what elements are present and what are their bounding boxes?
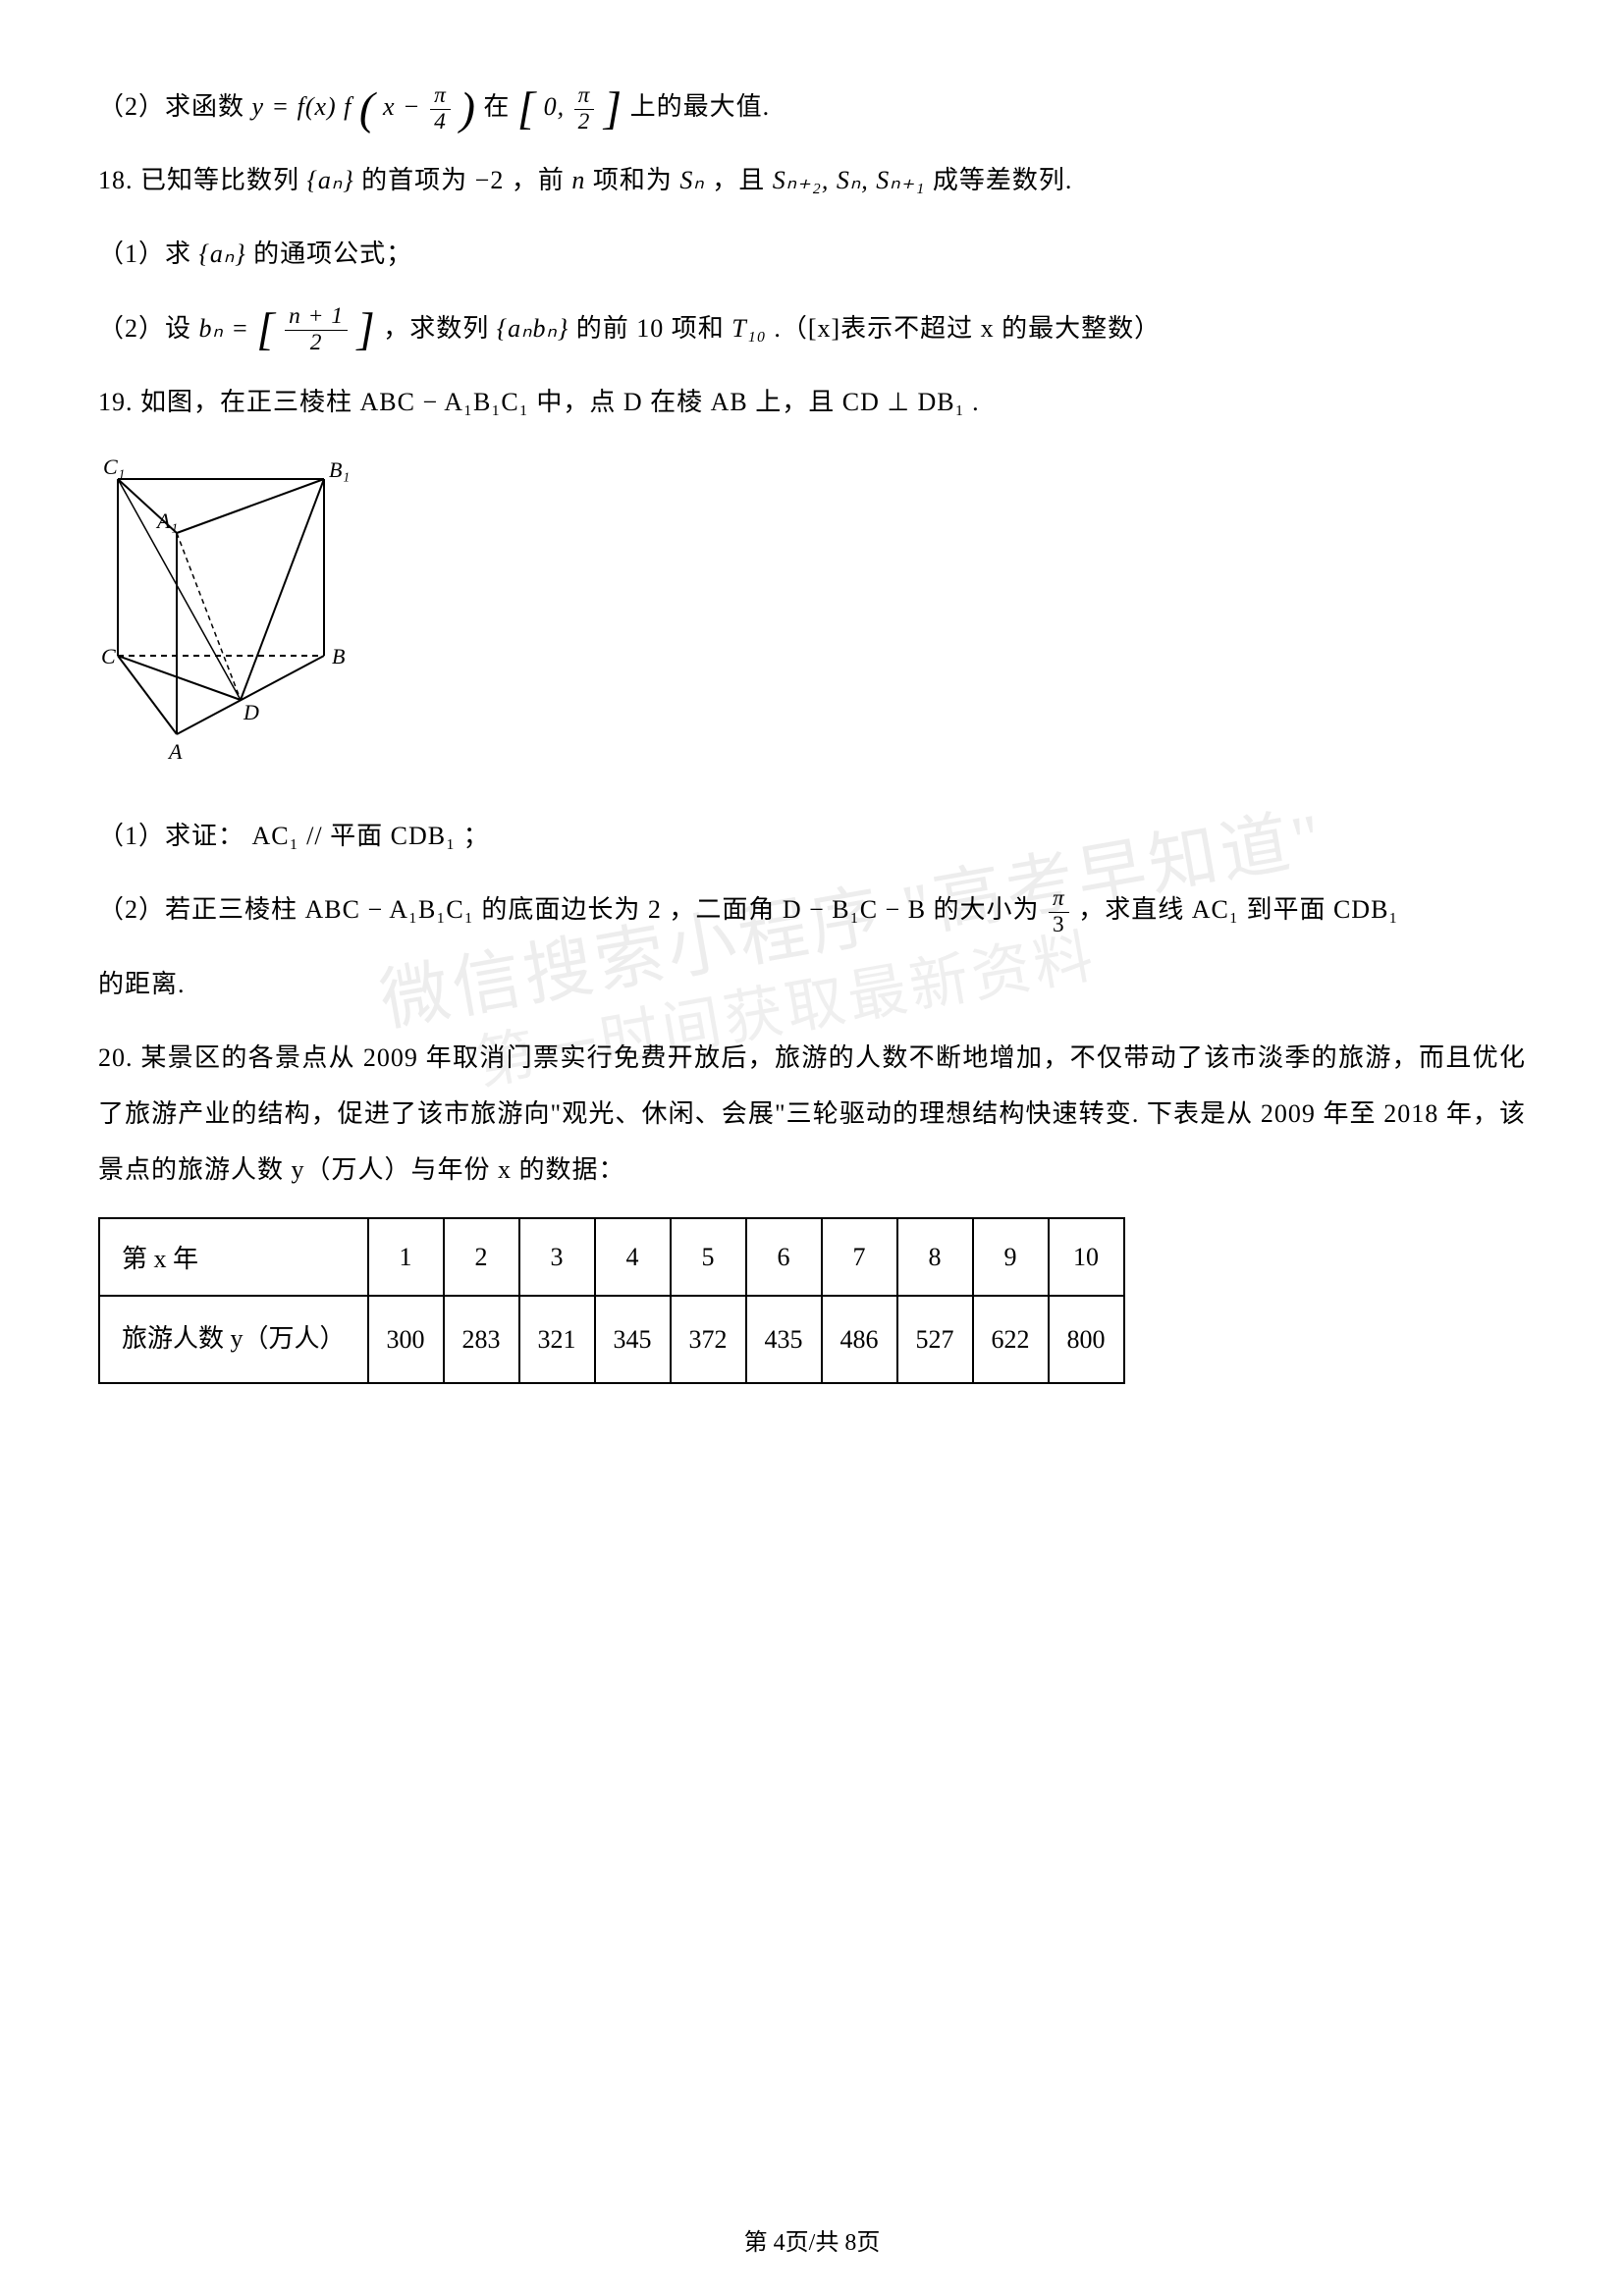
table-row-year: 第 x 年 1 2 3 4 5 6 7 8 9 10 — [99, 1218, 1124, 1296]
row2-header: 旅游人数 y（万人） — [99, 1296, 368, 1383]
table-row-values: 旅游人数 y（万人） 300 283 321 345 372 435 486 5… — [99, 1296, 1124, 1383]
q18-intro: 18. 已知等比数列 {aₙ} 的首项为 −2 ，前 n 项和为 Sₙ ，且 S… — [98, 152, 1526, 208]
q18-part1: （1）求 {aₙ} 的通项公式； — [98, 226, 1526, 282]
interval: [ 0, π2 ] — [517, 92, 630, 121]
q20-intro: 20. 某景区的各景点从 2009 年取消门票实行免费开放后，旅游的人数不断地增… — [98, 1030, 1526, 1199]
page-footer: 第 4页/共 8页 — [0, 2222, 1624, 2257]
q19-intro: 19. 如图，在正三棱柱 ABC − A₁B₁C₁ 中，点 D 在棱 AB 上，… — [98, 374, 1526, 430]
q18-part2: （2）设 bₙ = [ n + 12 ] ，求数列 {aₙbₙ} 的前 10 项… — [98, 300, 1526, 356]
q17-2-expr: y = f(x) f ( x − π4 ) — [252, 92, 484, 121]
svg-text:A: A — [167, 739, 183, 764]
q17-2-prefix: （2）求函数 — [98, 92, 252, 121]
prism-figure: C₁ B₁ A₁ C B A D — [98, 450, 1526, 778]
q17-2-suffix: 上的最大值. — [630, 92, 771, 121]
q17-2-mid: 在 — [483, 92, 517, 121]
svg-text:B₁: B₁ — [329, 457, 350, 482]
row1-header: 第 x 年 — [99, 1218, 368, 1296]
svg-text:C₁: C₁ — [103, 454, 125, 479]
prism-svg: C₁ B₁ A₁ C B A D — [98, 450, 373, 774]
q17-part2: （2）求函数 y = f(x) f ( x − π4 ) 在 [ 0, π2 ]… — [98, 79, 1526, 134]
q19-part2: （2）若正三棱柱 ABC − A₁B₁C₁ 的底面边长为 2 ，二面角 D − … — [98, 881, 1526, 937]
q19-part2-cont: 的距离. — [98, 956, 1526, 1012]
svg-text:B: B — [332, 644, 345, 668]
svg-text:C: C — [101, 644, 116, 668]
svg-text:A₁: A₁ — [155, 508, 178, 533]
q20-table: 第 x 年 1 2 3 4 5 6 7 8 9 10 旅游人数 y（万人） 30… — [98, 1217, 1125, 1384]
svg-text:D: D — [243, 700, 259, 724]
q19-part1: （1）求证： AC₁ // 平面 CDB₁ ； — [98, 808, 1526, 864]
